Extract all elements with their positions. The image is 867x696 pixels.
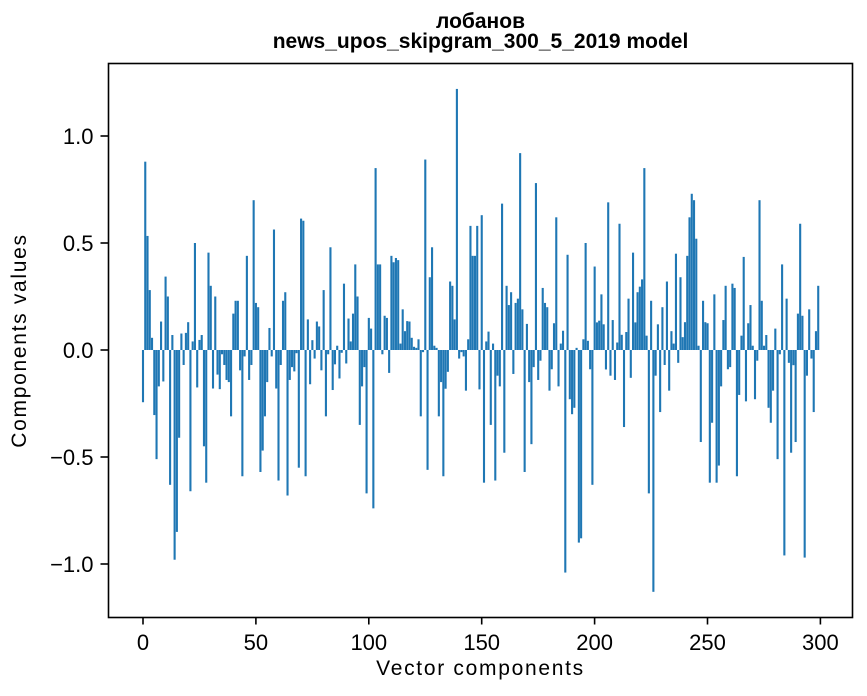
svg-text:150: 150 <box>463 630 500 655</box>
svg-text:1.0: 1.0 <box>63 124 94 149</box>
svg-text:−1.0: −1.0 <box>50 552 93 577</box>
svg-text:0.5: 0.5 <box>63 231 94 256</box>
svg-text:250: 250 <box>689 630 726 655</box>
svg-text:−0.5: −0.5 <box>50 445 93 470</box>
svg-text:лобанов: лобанов <box>436 10 525 33</box>
svg-text:news_upos_skipgram_300_5_2019: news_upos_skipgram_300_5_2019 model <box>273 30 689 53</box>
svg-text:200: 200 <box>576 630 613 655</box>
svg-text:0.0: 0.0 <box>63 338 94 363</box>
svg-text:Vector components: Vector components <box>376 657 585 680</box>
svg-text:300: 300 <box>802 630 839 655</box>
svg-text:50: 50 <box>244 630 268 655</box>
svg-text:100: 100 <box>350 630 387 655</box>
svg-text:Components values: Components values <box>8 233 31 448</box>
svg-text:0: 0 <box>137 630 149 655</box>
